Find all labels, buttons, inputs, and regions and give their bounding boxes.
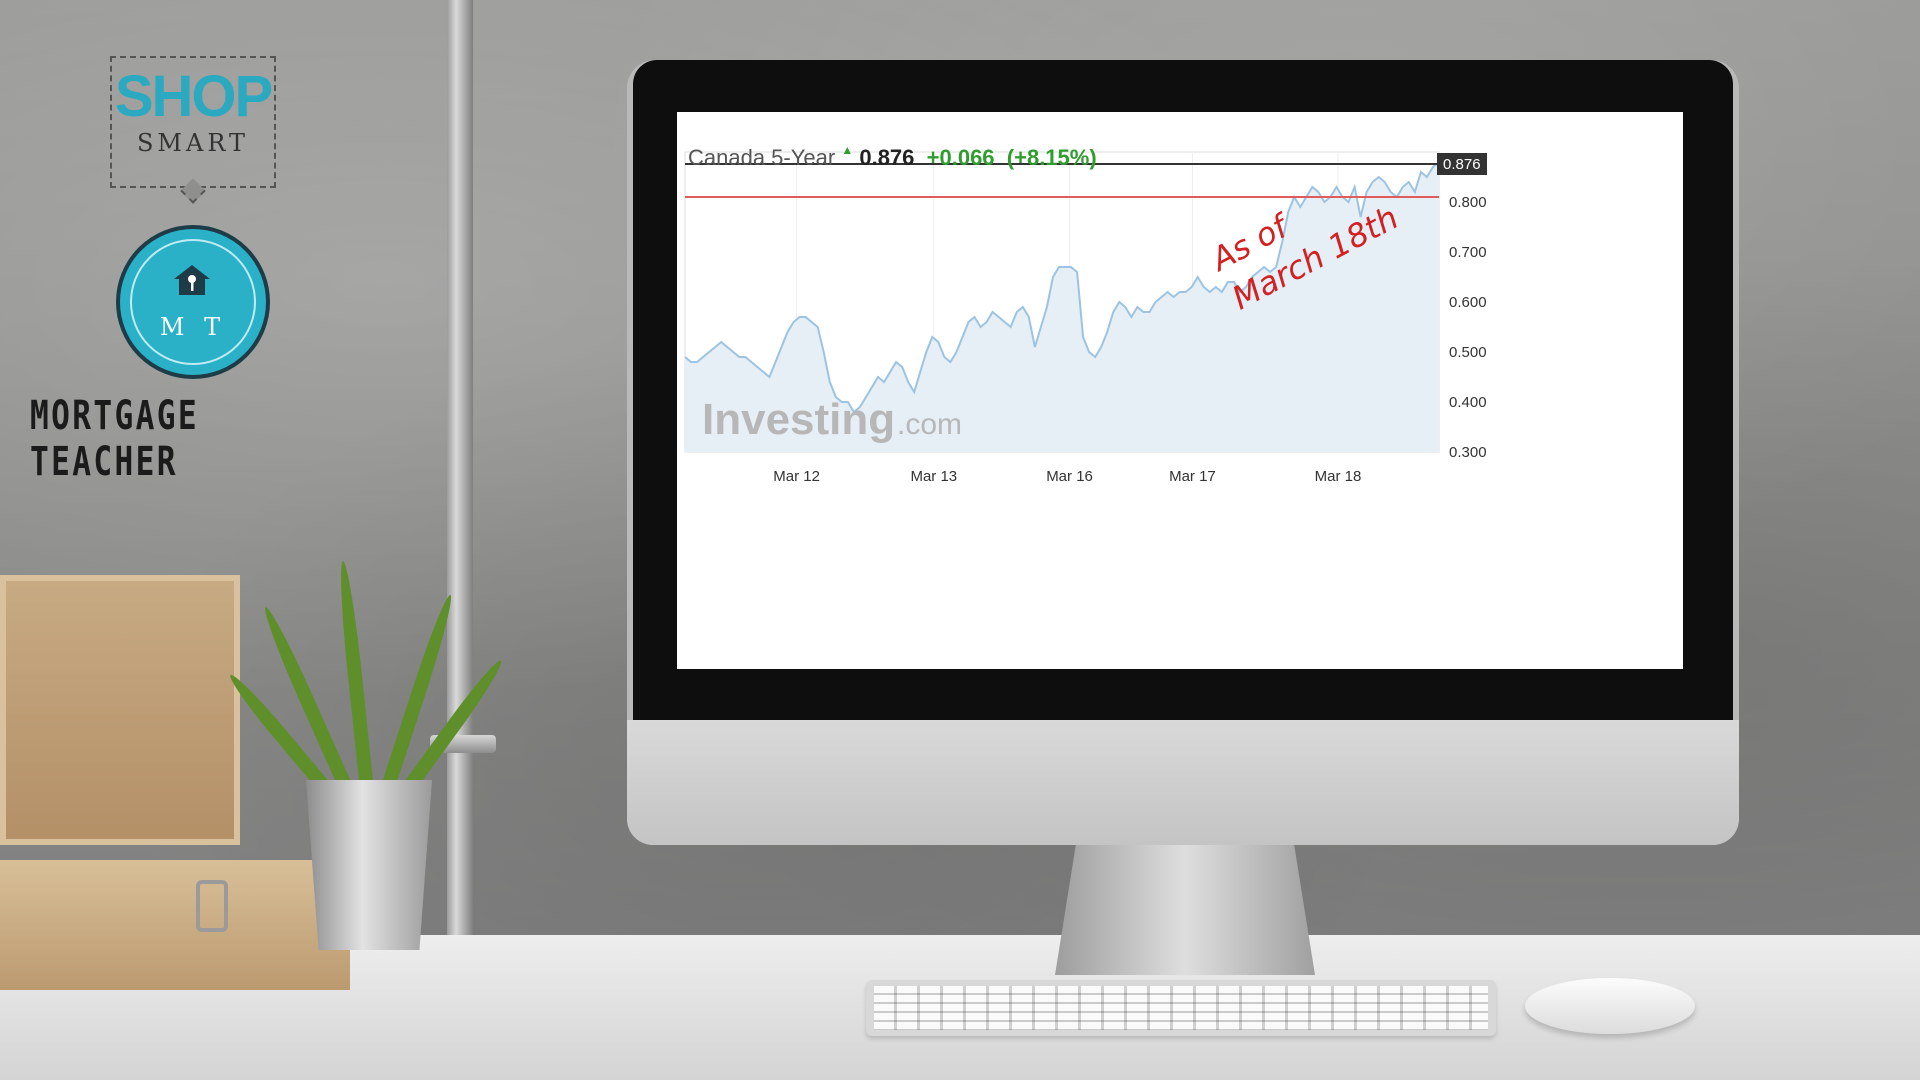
mouse: [1525, 978, 1695, 1034]
monitor-screen: 0.300 0.400 0.500 0.600 0.700 0.800 0.876 Mar 1…: [677, 112, 1683, 669]
wall-pipe: [447, 0, 473, 940]
wooden-box-base: [0, 860, 350, 990]
y-tick-label: 0.500: [1449, 344, 1487, 361]
up-arrow-icon: ▲: [841, 143, 854, 157]
metal-plant-pot: [306, 780, 432, 950]
y-tick-label: 0.700: [1449, 244, 1487, 261]
badge-inner-ring: [130, 239, 256, 365]
series-area: [685, 162, 1439, 452]
badge-letters: M T: [159, 313, 227, 341]
x-tick-label: Mar 16: [1046, 468, 1093, 485]
shop-smart-logo: SHOP SMART: [110, 56, 276, 188]
mortgage-teacher-badge: M T: [116, 225, 270, 379]
last-value-box: [1437, 153, 1487, 175]
y-tick-label: 0.300: [1449, 444, 1487, 461]
watermark-text: Investing: [702, 395, 895, 444]
price-chart: 0.300 0.400 0.500 0.600 0.700 0.800 0.876 Mar 1…: [684, 151, 1487, 485]
current-price: 0.876: [859, 145, 915, 170]
y-tick-label: 0.400: [1449, 394, 1487, 411]
y-tick-label: 0.600: [1449, 294, 1487, 311]
last-value-label: 0.876: [1443, 156, 1481, 173]
mortgage-teacher-wordmark: MORTGAGE TEACHER: [30, 393, 199, 485]
keyboard-keys: [874, 986, 1488, 1030]
y-tick-label: 0.800: [1449, 194, 1487, 211]
x-tick-label: Mar 18: [1315, 468, 1362, 485]
box-clasp: [196, 880, 228, 932]
watermark-suffix: .com: [897, 408, 962, 441]
x-tick-label: Mar 17: [1169, 468, 1216, 485]
x-tick-label: Mar 13: [910, 468, 957, 485]
quote-header: Canada 5-Year ▲ 0.876 +0.066 (+8.15%): [688, 143, 1097, 171]
price-change: +0.066: [926, 145, 995, 170]
instrument-name: Canada 5-Year: [688, 145, 836, 170]
keyboard: [866, 980, 1496, 1036]
series-line: [684, 161, 1440, 414]
price-change-percent: (+8.15%): [1006, 145, 1097, 170]
shop-smart-big-text: SHOP: [114, 64, 273, 129]
house-key-icon: [174, 265, 210, 295]
x-tick-label: Mar 12: [773, 468, 820, 485]
shop-smart-small-text: SMART: [136, 129, 249, 157]
monitor-chin: [627, 720, 1739, 845]
monitor-stand: [1055, 845, 1315, 975]
wooden-box-lid: [0, 575, 240, 845]
